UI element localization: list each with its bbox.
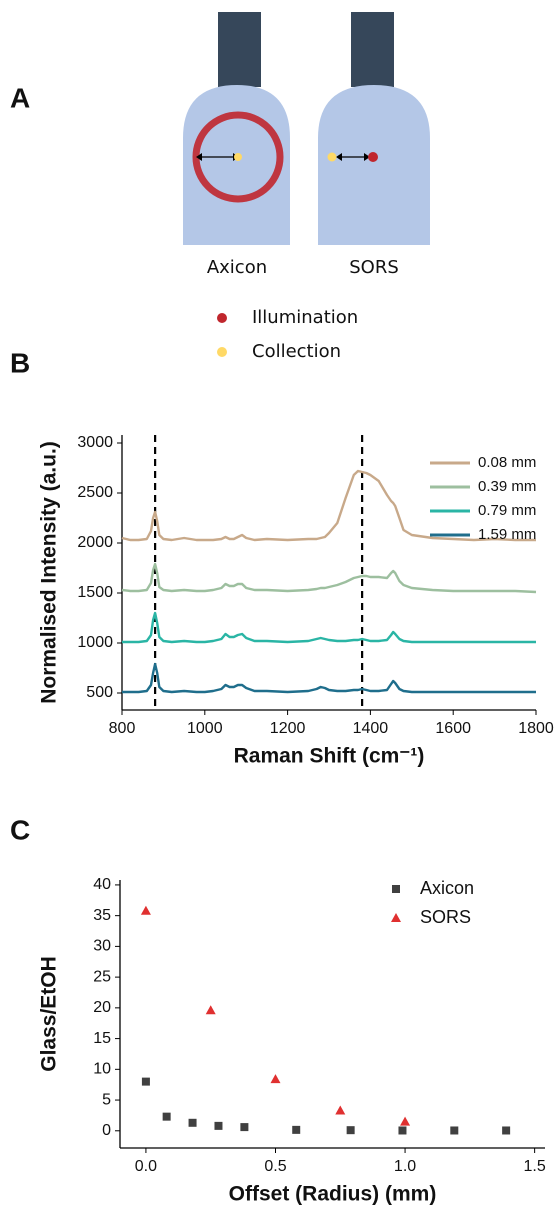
x-tick-label: 0.5 (264, 1158, 286, 1175)
y-tick-label: 1500 (77, 584, 113, 601)
y-tick-label: 30 (93, 938, 111, 955)
sors-probe (318, 12, 430, 245)
point (335, 1105, 346, 1115)
panel-label: A (10, 82, 30, 113)
point (162, 1112, 171, 1121)
y-tick-label: 35 (93, 907, 111, 924)
x-tick-label: 1800 (518, 720, 554, 737)
legend-marker (217, 347, 227, 357)
y-tick-label: 40 (93, 876, 111, 893)
x-axis-title: Offset (Radius) (mm) (229, 1183, 437, 1206)
point (240, 1123, 249, 1132)
legend-label: Axicon (420, 878, 474, 898)
y-tick-label: 2000 (77, 534, 113, 551)
y-tick-label: 5 (102, 1091, 111, 1108)
probe-label: SORS (349, 257, 399, 278)
point (188, 1118, 197, 1127)
legend-label: 0.39 mm (478, 478, 536, 495)
point (450, 1126, 459, 1135)
spectrum-line (121, 469, 536, 542)
legend-marker (392, 885, 400, 893)
y-tick-label: 10 (93, 1061, 111, 1078)
point (214, 1121, 223, 1130)
x-tick-label: 1600 (435, 720, 471, 737)
legend-label: SORS (420, 907, 471, 927)
legend-label: 0.79 mm (478, 502, 536, 519)
y-tick-label: 2500 (77, 484, 113, 501)
x-tick-label: 1.0 (394, 1158, 416, 1175)
point (270, 1074, 281, 1084)
point (398, 1126, 407, 1135)
y-tick-label: 1000 (77, 634, 113, 651)
x-tick-label: 1200 (270, 720, 306, 737)
point (141, 1077, 150, 1086)
legend-label: 0.08 mm (478, 454, 536, 471)
y-tick-label: 15 (93, 1030, 111, 1047)
x-tick-label: 0.0 (135, 1158, 157, 1175)
axicon-probe (183, 12, 290, 245)
panel-label: C (10, 814, 30, 845)
y-tick-label: 0 (102, 1122, 111, 1139)
probe-label: Axicon (207, 257, 267, 278)
y-axis-title: Glass/EtOH (38, 956, 61, 1072)
legend-marker (391, 913, 401, 922)
y-tick-label: 20 (93, 999, 111, 1016)
point (346, 1126, 355, 1135)
y-tick-label: 500 (86, 684, 113, 701)
legend-marker (217, 313, 227, 323)
y-tick-label: 3000 (77, 434, 113, 451)
legend-label: Illumination (252, 307, 358, 328)
x-tick-label: 1000 (187, 720, 223, 737)
point (502, 1126, 511, 1135)
y-axis-title: Normalised Intensity (a.u.) (38, 441, 61, 704)
point (140, 905, 151, 915)
spectrum-line (122, 662, 536, 694)
point (205, 1005, 216, 1015)
legend-label: Collection (252, 341, 341, 362)
x-tick-label: 800 (109, 720, 136, 737)
point (400, 1116, 411, 1126)
point (292, 1125, 301, 1134)
legend-label: 1.59 mm (478, 526, 536, 543)
y-tick-label: 25 (93, 968, 111, 985)
spectrum-line (122, 611, 536, 644)
x-tick-label: 1.5 (524, 1158, 546, 1175)
x-axis-title: Raman Shift (cm⁻¹) (234, 745, 425, 768)
x-tick-label: 1400 (353, 720, 389, 737)
panel-label: B (10, 347, 30, 378)
spectrum-line (121, 562, 537, 594)
